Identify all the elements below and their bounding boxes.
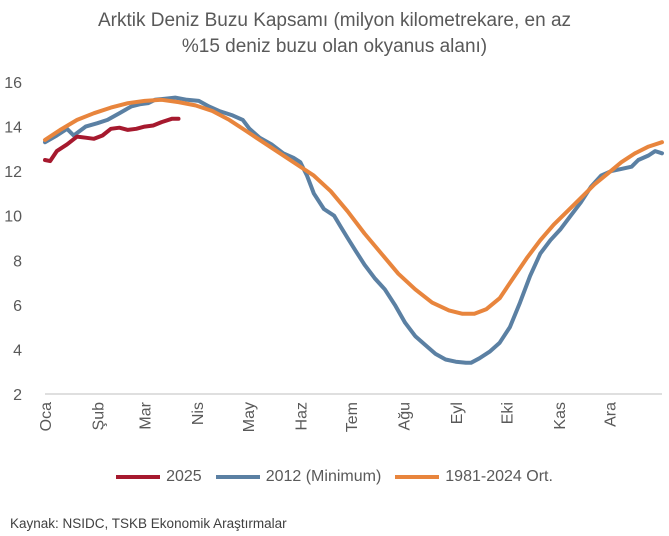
x-tick-label: Ağu <box>396 402 413 430</box>
y-tick-label: 16 <box>4 75 22 92</box>
series-line-2025 <box>43 116 181 164</box>
legend-label: 2012 (Minimum) <box>265 468 382 485</box>
series-lines <box>43 95 664 365</box>
x-tick-label: Eki <box>499 402 516 424</box>
legend: 2025 2012 (Minimum) 1981-2024 Ort. <box>0 468 669 486</box>
y-tick-label: 12 <box>4 164 22 181</box>
chart-title-line-2: %15 deniz buzu olan okyanus alanı) <box>181 36 488 57</box>
x-tick-label: Şub <box>90 402 107 431</box>
legend-swatch <box>395 475 440 479</box>
legend-swatch <box>215 475 260 479</box>
legend-item: 2025 <box>116 468 202 486</box>
y-tick-label: 4 <box>13 342 22 359</box>
x-axis-tick-labels: Oca Şub Mar Nis May Haz Tem Ağu Eyl Eki Kas Ara <box>38 401 620 432</box>
legend-swatch <box>116 475 161 479</box>
legend-item: 1981-2024 Ort. <box>395 468 553 486</box>
source-note: Kaynak: NSIDC, TSKB Ekonomik Araştırmala… <box>10 516 287 531</box>
x-tick-label: Tem <box>344 402 361 432</box>
chart-title-line-1: Arktik Deniz Buzu Kapsamı (milyon kilome… <box>97 10 572 31</box>
y-tick-label: 6 <box>13 298 22 315</box>
x-tick-label: Kas <box>552 402 569 430</box>
x-tick-label: Ara <box>603 402 620 427</box>
y-tick-label: 14 <box>4 120 22 137</box>
legend-label: 1981-2024 Ort. <box>445 468 553 485</box>
x-tick-label: Oca <box>38 402 55 431</box>
x-tick-label: Mar <box>138 401 155 429</box>
y-tick-label: 8 <box>13 253 22 270</box>
series-line-1981-2024-average <box>43 97 664 316</box>
x-tick-label: Eyl <box>449 402 466 424</box>
y-tick-label: 2 <box>13 387 22 404</box>
series-line-2012-minimum <box>43 95 664 365</box>
x-tick-label: Nis <box>190 402 207 425</box>
chart-title: Arktik Deniz Buzu Kapsamı (milyon kilome… <box>0 8 669 60</box>
legend-label: 2025 <box>166 468 202 485</box>
legend-item: 2012 (Minimum) <box>215 468 382 486</box>
x-tick-label: May <box>241 402 258 432</box>
x-tick-label: Haz <box>293 402 310 430</box>
y-axis-tick-labels: 2 4 6 8 10 12 14 16 <box>4 75 22 404</box>
y-tick-label: 10 <box>4 209 22 226</box>
